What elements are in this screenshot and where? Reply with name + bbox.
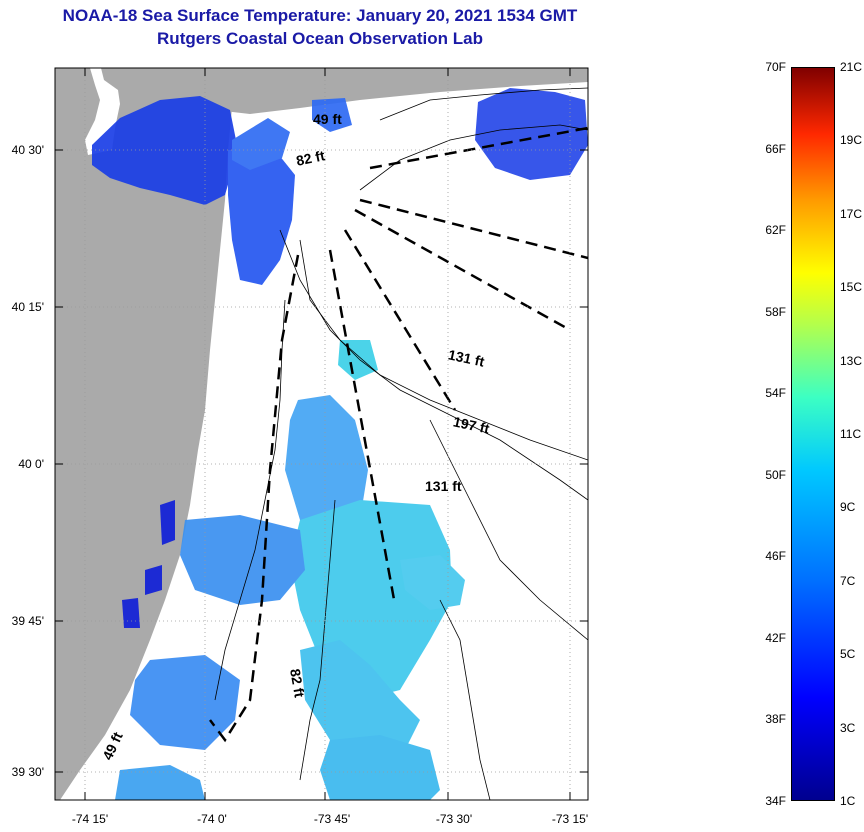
map-frame bbox=[54, 67, 589, 801]
colorbar-label-c: 19C bbox=[840, 133, 863, 148]
lat-label-39-30: 39 30' bbox=[11, 765, 44, 779]
colorbar-label-f: 34F bbox=[765, 794, 786, 808]
colorbar-label-c: 5C bbox=[840, 647, 856, 662]
chart-title: NOAA-18 Sea Surface Temperature: January… bbox=[62, 6, 578, 25]
colorbar-label-c: 15C bbox=[840, 280, 863, 295]
land-new-jersey bbox=[55, 68, 240, 800]
colorbar-label-c: 13C bbox=[840, 353, 863, 368]
glider-transects bbox=[209, 126, 588, 743]
colorbar-label-f: 50F bbox=[765, 467, 786, 482]
colorbar-label-f: 54F bbox=[765, 386, 786, 401]
axis-ticks bbox=[55, 68, 588, 800]
colorbar-label-c: 17C bbox=[840, 206, 863, 221]
lat-label-39-45: 39 45' bbox=[11, 614, 44, 628]
colorbar-label-c: 1C bbox=[840, 794, 856, 808]
lon-label-73-15: -73 15' bbox=[551, 812, 589, 826]
lon-label-74-15: -74 15' bbox=[71, 812, 109, 826]
lat-label-40-0: 40 0' bbox=[18, 457, 44, 471]
lon-label-73-30: -73 30' bbox=[435, 812, 473, 826]
colorbar-label-f: 66F bbox=[765, 141, 786, 156]
colorbar-label-f: 58F bbox=[765, 304, 786, 319]
colorbar-label-f: 38F bbox=[765, 712, 786, 727]
lon-label-73-45: -73 45' bbox=[313, 812, 351, 826]
colorbar-label-c: 11C bbox=[840, 427, 862, 441]
colorbar-label-f: 62F bbox=[765, 223, 786, 238]
colorbar-label-f: 46F bbox=[765, 549, 786, 564]
colorbar-label-c: 21C bbox=[840, 60, 863, 74]
colorbar-label-f: 70F bbox=[765, 60, 786, 74]
colorbar-label-c: 7C bbox=[840, 573, 856, 588]
chart-subtitle: Rutgers Coastal Ocean Observation Lab bbox=[157, 29, 483, 48]
depth-label: 131 ft bbox=[425, 478, 462, 494]
colorbar-label-c: 3C bbox=[840, 720, 856, 735]
temperature-colorbar bbox=[791, 67, 835, 801]
lon-label-74-0: -74 0' bbox=[197, 812, 227, 826]
lat-label-40-15: 40 15' bbox=[11, 300, 44, 314]
colorbar-label-c: 9C bbox=[840, 500, 856, 515]
colorbar-label-f: 42F bbox=[765, 630, 786, 645]
land-long-island bbox=[188, 68, 588, 114]
graticule bbox=[55, 68, 588, 800]
lat-label-40-30: 40 30' bbox=[11, 143, 44, 157]
depth-label: 49 ft bbox=[313, 111, 342, 127]
sst-patches bbox=[92, 88, 588, 800]
